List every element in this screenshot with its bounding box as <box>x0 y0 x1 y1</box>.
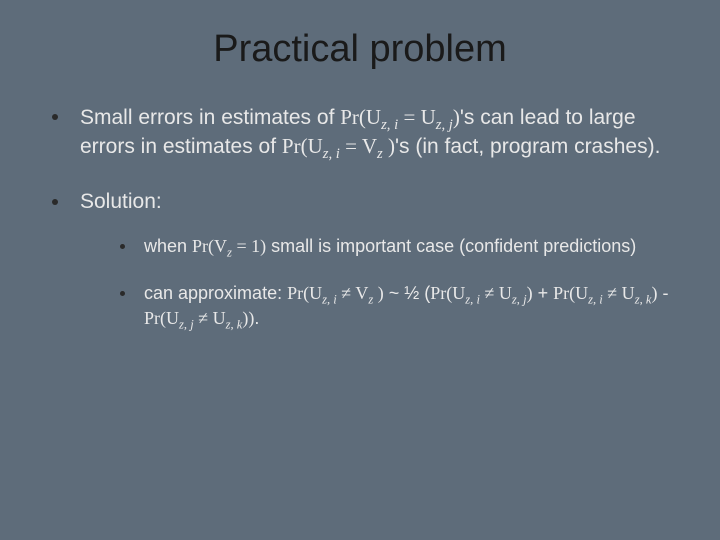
sb2-s3: z, i <box>588 293 603 307</box>
sb1-mid: = 1) <box>232 236 266 256</box>
b1-sub3: z, i <box>323 147 340 163</box>
b1-mid2: = V <box>340 134 377 158</box>
sb2-s1: z, i <box>322 293 337 307</box>
sb1-post: small is important case (confident predi… <box>266 236 636 256</box>
bullet-1: Small errors in estimates of Pr(Uz, i = … <box>48 103 680 162</box>
bullet-list: Small errors in estimates of Pr(Uz, i = … <box>40 103 680 332</box>
sb2-m3b: ≠ U <box>603 283 635 303</box>
slide-title: Practical problem <box>40 28 680 71</box>
bullet-2: Solution: when Pr(Vz = 1) small is impor… <box>48 188 680 332</box>
sb2-end: . <box>254 308 259 328</box>
sb1-math: Pr(V <box>192 236 227 256</box>
b1-close2: ) <box>383 134 395 158</box>
b1-math2: Pr(U <box>282 134 323 158</box>
sb2-pre: can approximate: <box>144 283 287 303</box>
sb2-m1b: ≠ V <box>337 283 369 303</box>
sb2-m4: Pr(U <box>144 308 179 328</box>
sb2-m4b: ≠ U <box>194 308 226 328</box>
sb1-pre: when <box>144 236 192 256</box>
sb2-plus: + <box>533 283 554 303</box>
b2-text: Solution: <box>80 190 162 213</box>
b1-sub1: z, i <box>381 117 398 133</box>
sub-bullet-1: when Pr(Vz = 1) small is important case … <box>116 234 680 259</box>
sb2-s2b: z, j <box>512 293 527 307</box>
sb2-m4c: )) <box>242 308 254 328</box>
sb2-minus: - <box>657 283 668 303</box>
sb2-m1c: ) <box>373 283 384 303</box>
sb2-s4b: z, k <box>226 318 243 332</box>
sub-bullet-2: can approximate: Pr(Uz, i ≠ Vz ) ~ ½ (Pr… <box>116 281 680 331</box>
b1-pre: Small errors in estimates of <box>80 106 340 129</box>
sb2-s2: z, i <box>465 293 480 307</box>
b1-sub2: z, j <box>436 117 453 133</box>
sb2-m1: Pr(U <box>287 283 322 303</box>
sb2-s3b: z, k <box>635 293 652 307</box>
sb2-m3: Pr(U <box>553 283 588 303</box>
b1-math1: Pr(U <box>340 105 381 129</box>
b1-post2: 's (in fact, program crashes). <box>395 135 660 158</box>
sb2-m2: Pr(U <box>430 283 465 303</box>
b1-close1: ) <box>453 105 460 129</box>
slide: Practical problem Small errors in estima… <box>0 0 720 540</box>
b1-mid1: = U <box>398 105 436 129</box>
sb2-tilde: ~ ½ ( <box>384 283 431 303</box>
sub-bullet-list: when Pr(Vz = 1) small is important case … <box>80 234 680 332</box>
sb2-m2b: ≠ U <box>480 283 512 303</box>
sb2-s4: z, j <box>179 318 194 332</box>
